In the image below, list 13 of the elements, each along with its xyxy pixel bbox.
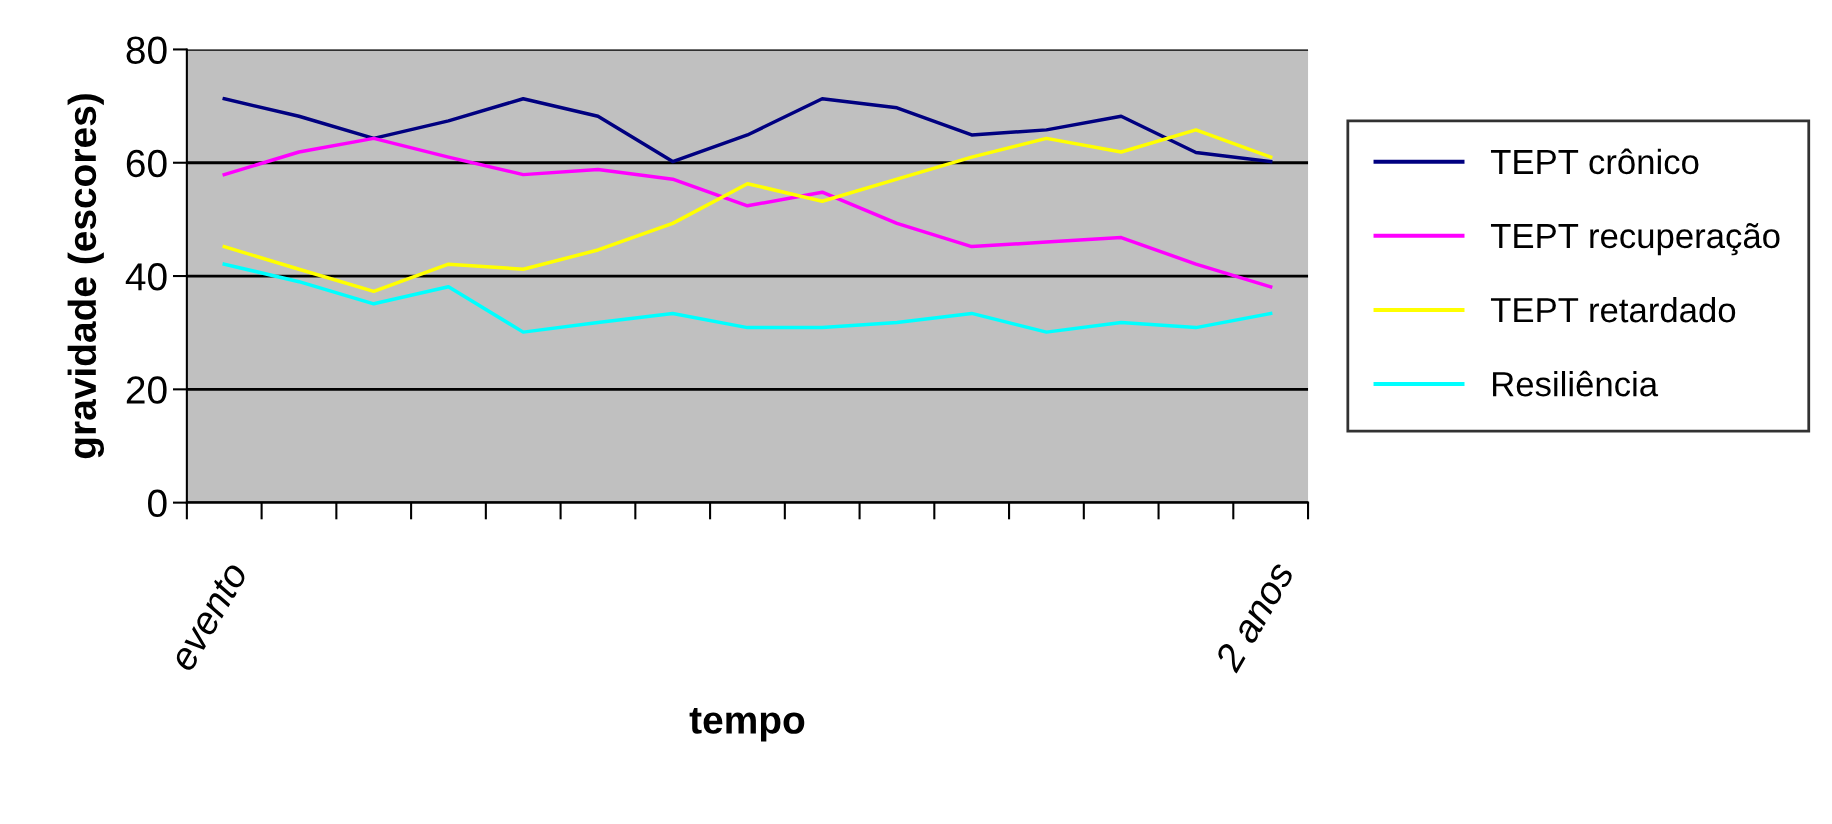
legend-label: TEPT retardado [1490, 296, 1736, 323]
y-axis-title: gravidade (escores) [67, 94, 105, 459]
legend-label: TEPT recuperação [1490, 223, 1780, 256]
legend-label: TEPT crônico [1490, 148, 1699, 175]
x-axis-title: tempo [689, 708, 805, 742]
y-tick-label: 20 [126, 376, 167, 404]
line-series [222, 262, 1273, 334]
y-tick-label: 60 [126, 149, 167, 178]
legend-label: Resiliência [1493, 370, 1659, 397]
line-series [222, 96, 1273, 164]
y-tick-label: 40 [125, 262, 167, 291]
y-tick-label: 80 [126, 36, 167, 64]
y-tick-label: 0 [148, 489, 167, 518]
